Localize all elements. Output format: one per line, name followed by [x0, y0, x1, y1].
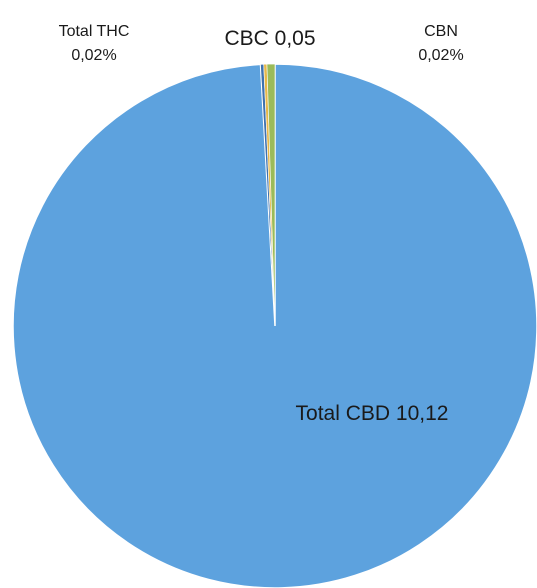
slice-label-total-cbd: Total CBD 10,12 [296, 402, 449, 425]
pie-slices [12, 63, 537, 588]
pie-slice-cbc [266, 63, 276, 327]
slice-label-cbc: CBC 0,05 [224, 27, 315, 50]
slice-label-total-thc: Total THC 0,02% [59, 23, 130, 64]
slice-label-cbn: CBN 0,02% [418, 23, 463, 64]
pie-labels: Total CBD 10,12 CBN 0,02% Total THC 0,02% CBC… [59, 23, 464, 425]
